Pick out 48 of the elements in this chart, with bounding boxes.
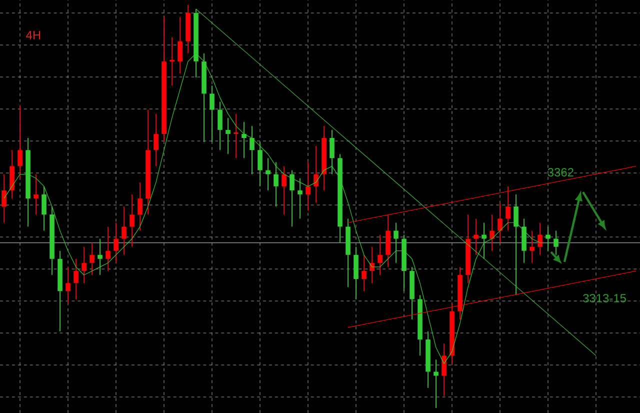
candlestick [98,238,102,276]
candlestick [66,266,70,304]
candlestick [538,222,542,256]
candlestick [530,230,534,264]
candlestick [314,146,318,203]
annotation: 4H [26,30,40,40]
candlestick [378,234,382,276]
candlestick [546,226,550,252]
candlestick [2,174,6,224]
candlestick [74,258,78,300]
candlestick [114,222,118,264]
candlestick [298,178,302,220]
candlestick [170,36,174,86]
candlestick [226,117,230,155]
candlestick [122,206,126,256]
candlestick [178,16,182,74]
candlestick [34,174,38,216]
annotation: 3362 [548,168,574,176]
candlestick [482,222,486,260]
candlestick [498,202,502,244]
candlestick [282,166,286,216]
candlestick [154,113,158,167]
candlestick [258,142,262,187]
candlestick [90,242,94,276]
candlestick [106,226,110,272]
candlestick [138,182,142,232]
candlestick [362,254,366,292]
candlestick [82,246,86,284]
candlestick [290,170,294,228]
candlestick [306,162,310,211]
candlestick [234,113,238,159]
candlestick [394,222,398,264]
candlestick [210,85,214,142]
candlestick [18,105,22,179]
candlestick [330,129,334,175]
candlestick [514,194,518,296]
annotation: 3313-15 [583,294,626,302]
candlestick [434,359,438,408]
candlestick [130,194,134,248]
candlestick [490,214,494,252]
candlestick [266,158,270,191]
candlestick [242,121,246,159]
candlestick [42,186,46,232]
candlestick [274,162,278,207]
candlestick [442,343,446,396]
candlestick [474,218,478,256]
candlestick [218,101,222,151]
candlestick [250,125,254,175]
